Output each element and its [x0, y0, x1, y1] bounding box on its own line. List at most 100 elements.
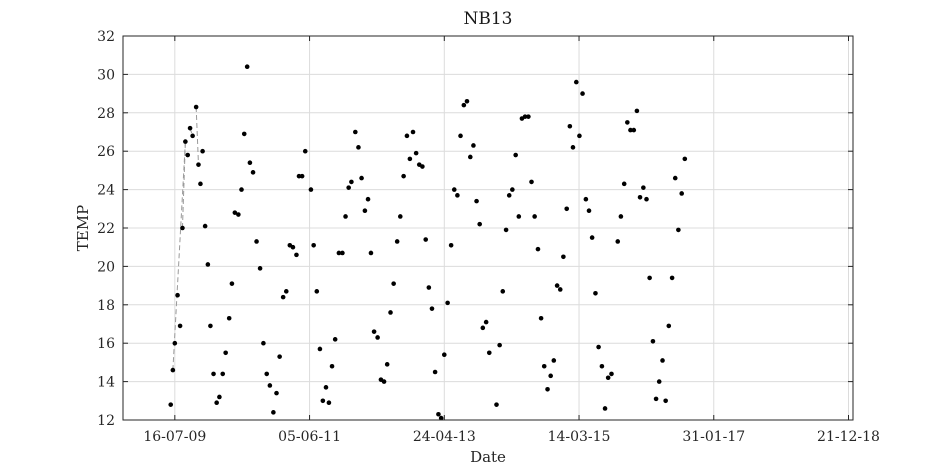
- data-point: [261, 340, 266, 346]
- data-point: [557, 287, 563, 292]
- data-point: [653, 396, 659, 402]
- data-point: [280, 294, 286, 300]
- data-point: [404, 133, 410, 139]
- data-point: [401, 173, 406, 179]
- data-point: [580, 91, 585, 96]
- data-point: [170, 367, 176, 373]
- data-point: [656, 379, 662, 384]
- data-point: [365, 196, 371, 202]
- data-point: [349, 179, 354, 185]
- data-point: [497, 342, 502, 348]
- y-tick-label: 22: [97, 221, 115, 237]
- data-point: [480, 325, 486, 331]
- data-point: [410, 129, 416, 135]
- data-point: [326, 400, 332, 406]
- x-axis-label: Date: [470, 448, 506, 466]
- data-point: [223, 350, 228, 356]
- x-tick-label: 31-01-17: [682, 429, 745, 445]
- data-point: [317, 346, 323, 352]
- data-point: [168, 402, 174, 407]
- data-point: [483, 319, 489, 325]
- data-point: [346, 185, 351, 190]
- data-point: [532, 214, 537, 219]
- data-point: [458, 133, 463, 139]
- x-tick-label: 16-07-09: [143, 429, 206, 445]
- y-tick-label: 18: [97, 298, 115, 314]
- data-point: [384, 362, 390, 367]
- data-point: [257, 266, 263, 271]
- data-point: [526, 114, 531, 119]
- data-point: [353, 129, 358, 135]
- data-point: [596, 344, 601, 350]
- data-point: [214, 400, 219, 406]
- y-tick-label: 26: [97, 144, 115, 160]
- data-point: [193, 104, 199, 110]
- data-point: [226, 315, 232, 321]
- series-connector-line: [172, 141, 186, 371]
- data-point: [229, 281, 235, 286]
- data-point: [283, 289, 289, 294]
- data-point: [660, 358, 665, 363]
- data-point: [299, 173, 305, 179]
- data-point: [541, 363, 547, 369]
- data-point: [185, 152, 191, 158]
- data-point: [663, 398, 668, 404]
- data-point: [172, 340, 178, 346]
- data-point: [650, 338, 656, 344]
- data-point: [625, 120, 630, 125]
- y-tick-label: 32: [97, 29, 115, 45]
- data-point: [302, 148, 308, 154]
- series-connector-line: [181, 141, 186, 229]
- data-point: [510, 187, 515, 192]
- series-connector-line: [195, 107, 199, 165]
- data-point: [535, 246, 541, 252]
- data-point: [567, 123, 573, 129]
- grid-lines: [123, 35, 853, 421]
- data-point: [464, 98, 470, 104]
- x-axis-ticks: 16-07-09 05-06-11 24-04-13 14-03-15 31-01-17…: [143, 36, 880, 445]
- data-point: [529, 179, 534, 185]
- data-point: [220, 371, 226, 377]
- data-point: [190, 133, 195, 139]
- data-point: [290, 244, 296, 250]
- data-point: [232, 210, 238, 215]
- data-point: [241, 131, 247, 137]
- data-point: [420, 164, 425, 169]
- data-point: [323, 385, 329, 390]
- data-point: [618, 214, 624, 219]
- data-point: [211, 371, 216, 377]
- data-point: [250, 170, 256, 175]
- data-point: [311, 242, 316, 248]
- data-point: [615, 239, 621, 244]
- y-tick-label: 30: [97, 67, 115, 83]
- data-point: [239, 187, 244, 192]
- data-point: [183, 139, 188, 144]
- data-point: [368, 250, 374, 256]
- data-point: [187, 125, 193, 131]
- data-point: [438, 415, 444, 421]
- data-point: [264, 371, 270, 377]
- data-point: [362, 208, 368, 214]
- data-point: [407, 156, 413, 162]
- data-point: [682, 156, 688, 162]
- data-point: [513, 152, 518, 158]
- data-point: [554, 283, 560, 288]
- data-point: [471, 143, 476, 148]
- data-point: [621, 181, 627, 187]
- data-point: [599, 363, 605, 369]
- data-point: [589, 235, 595, 240]
- data-point: [429, 306, 435, 311]
- data-point: [371, 329, 377, 334]
- data-point: [375, 335, 380, 340]
- data-point: [647, 275, 652, 281]
- data-point: [561, 254, 566, 260]
- data-point: [356, 145, 361, 150]
- data-point: [196, 162, 201, 167]
- data-point: [474, 198, 479, 204]
- data-point: [397, 214, 403, 219]
- data-point: [573, 79, 579, 85]
- data-point: [436, 411, 441, 417]
- data-point: [593, 290, 598, 296]
- x-tick-label: 14-03-15: [548, 429, 611, 445]
- chart-title: NB13: [464, 9, 513, 29]
